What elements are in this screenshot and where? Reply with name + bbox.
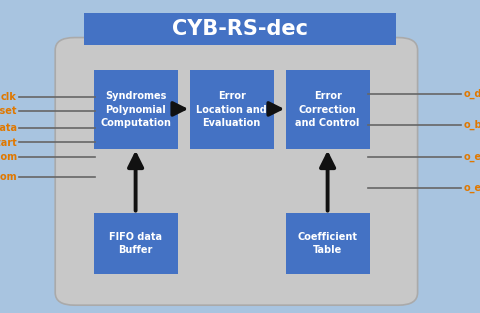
FancyBboxPatch shape xyxy=(84,13,396,45)
FancyBboxPatch shape xyxy=(286,213,370,274)
Text: Error
Correction
and Control: Error Correction and Control xyxy=(295,91,360,128)
Text: reset: reset xyxy=(0,106,17,116)
Text: Syndromes
Polynomial
Computation: Syndromes Polynomial Computation xyxy=(100,91,171,128)
FancyBboxPatch shape xyxy=(94,70,178,149)
Text: i_data: i_data xyxy=(0,123,17,133)
Text: Error
Location and
Evaluation: Error Location and Evaluation xyxy=(196,91,267,128)
Text: CYB-RS-dec: CYB-RS-dec xyxy=(172,19,308,39)
FancyBboxPatch shape xyxy=(190,70,274,149)
FancyBboxPatch shape xyxy=(94,213,178,274)
Text: o_error: o_error xyxy=(463,183,480,193)
Text: i_start: i_start xyxy=(0,137,17,147)
Text: o_data: o_data xyxy=(463,89,480,99)
Text: Coefficient
Table: Coefficient Table xyxy=(298,232,358,255)
Text: FIFO data
Buffer: FIFO data Buffer xyxy=(109,232,162,255)
Text: o_eom: o_eom xyxy=(463,151,480,162)
Text: clk: clk xyxy=(1,92,17,102)
Text: o_busy: o_busy xyxy=(463,120,480,130)
FancyBboxPatch shape xyxy=(286,70,370,149)
Text: i_bom: i_bom xyxy=(0,151,17,162)
FancyBboxPatch shape xyxy=(55,38,418,305)
Text: i_eom: i_eom xyxy=(0,172,17,182)
